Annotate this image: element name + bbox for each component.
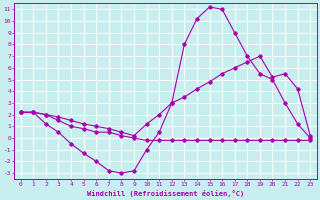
X-axis label: Windchill (Refroidissement éolien,°C): Windchill (Refroidissement éolien,°C): [87, 190, 244, 197]
